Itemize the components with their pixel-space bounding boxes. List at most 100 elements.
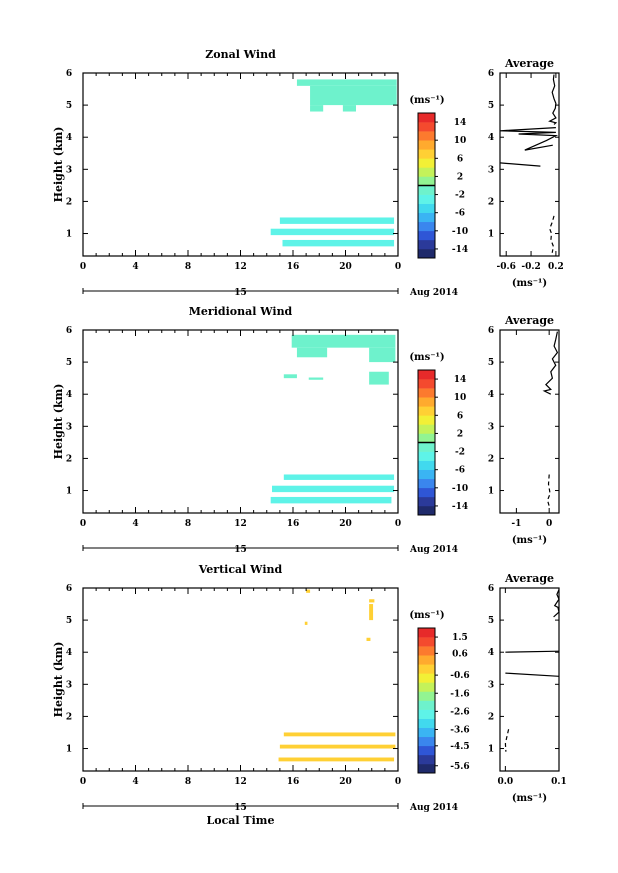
y-tick-label: 1 [66,487,72,497]
day-label: 15 [234,803,247,813]
x-tick-label: 12 [234,262,247,272]
x-axis-label: Local Time [207,814,275,827]
colorbar-tick-label: -6 [455,466,465,476]
colorbar-tick-label: 6 [457,411,463,421]
colorbar-swatch [418,194,435,204]
data-region [366,637,371,641]
x-tick-label: 20 [339,262,352,272]
x-tick-label: 0 [395,519,401,529]
colorbar-tick-label: -14 [452,245,468,255]
x-tick-label: 20 [339,777,352,787]
x-tick-label: 4 [132,519,138,529]
profile-y-tick-label: 3 [488,680,494,690]
panel-title: Meridional Wind [189,305,293,318]
colorbar-swatch [418,655,435,665]
x-tick-label: 0 [395,777,401,787]
day-label: 15 [234,545,247,555]
x-tick-label: 16 [287,777,300,787]
colorbar-tick-label: -3.6 [450,726,469,736]
colorbar-swatch [418,406,435,416]
y-tick-label: 3 [66,165,72,175]
x-tick-label: 0 [395,262,401,272]
profile-x-tick-label: -0.2 [521,262,540,272]
data-region [282,239,395,247]
profile-y-tick-label: 2 [488,197,494,207]
data-region [279,744,396,749]
profile-line [546,474,551,509]
data-region [369,347,396,363]
data-region [270,228,395,236]
profile-x-tick-label: 0.0 [498,777,514,787]
y-tick-label: 6 [66,69,72,79]
profile-y-tick-label: 2 [488,712,494,722]
colorbar-swatch [418,248,435,259]
y-tick-label: 1 [66,230,72,240]
colorbar-tick-label: -2 [455,448,465,458]
profile-y-tick-label: 4 [488,390,494,400]
colorbar-tick-label: -1.6 [450,689,469,699]
y-tick-label: 3 [66,422,72,432]
colorbar-swatch [418,221,435,232]
colorbar-swatch [418,496,435,507]
y-tick-label: 5 [66,616,72,626]
month-label: Aug 2014 [409,545,458,555]
profile-line [504,729,510,752]
colorbar-tick-label: 0.6 [452,649,468,659]
profile-y-tick-label: 5 [488,101,494,111]
colorbar-swatch [418,637,435,647]
colorbar-tick-label: -14 [452,502,468,512]
profile-line [505,650,560,653]
profile-line [499,162,541,167]
colorbar-swatch [418,673,435,683]
profile-line [549,215,555,253]
data-region [283,732,396,737]
y-tick-label: 4 [66,133,72,143]
profile-y-tick-label: 3 [488,165,494,175]
profile-title: Average [504,314,554,327]
colorbar-tick-label: -5.6 [450,762,469,772]
colorbar-swatch [418,424,435,434]
colorbar-swatch [418,415,435,425]
month-label: Aug 2014 [409,803,458,813]
x-tick-label: 0 [80,262,86,272]
profile-y-tick-label: 1 [488,487,494,497]
colorbar-swatch [418,442,435,452]
y-tick-label: 6 [66,326,72,336]
colorbar-swatch [418,487,435,498]
x-tick-label: 8 [185,519,191,529]
colorbar-tick-label: 14 [454,375,467,385]
panel-title: Zonal Wind [205,48,276,61]
colorbar-swatch [418,628,435,638]
x-tick-label: 8 [185,262,191,272]
data-region [308,377,324,380]
colorbar-swatch [418,754,435,765]
x-tick-label: 4 [132,777,138,787]
colorbar-swatch [418,212,435,223]
colorbar-unit-label: (ms⁻¹) [409,95,444,106]
colorbar-tick-label: -6 [455,209,465,219]
data-region [291,334,396,348]
colorbar-swatch [418,709,435,719]
data-region [296,347,328,358]
colorbar-swatch [418,451,435,461]
profile-line [548,74,558,125]
y-axis-label: Height (km) [52,384,65,460]
colorbar-tick-label: -2 [455,191,465,201]
colorbar-swatch [418,167,435,177]
profile-title: Average [504,57,554,70]
data-region [272,485,395,493]
colorbar-swatch [418,460,435,470]
colorbar-swatch [418,149,435,159]
profile-y-tick-label: 6 [488,584,494,594]
profile-x-tick-label: 0.2 [548,262,564,272]
y-tick-label: 1 [66,745,72,755]
y-axis-label: Height (km) [52,642,65,718]
profile-line [505,672,560,677]
colorbar-swatch [418,700,435,710]
data-region [279,217,395,224]
colorbar-frame [417,627,436,774]
x-tick-label: 4 [132,262,138,272]
data-region [304,621,308,625]
data-region [310,85,397,106]
